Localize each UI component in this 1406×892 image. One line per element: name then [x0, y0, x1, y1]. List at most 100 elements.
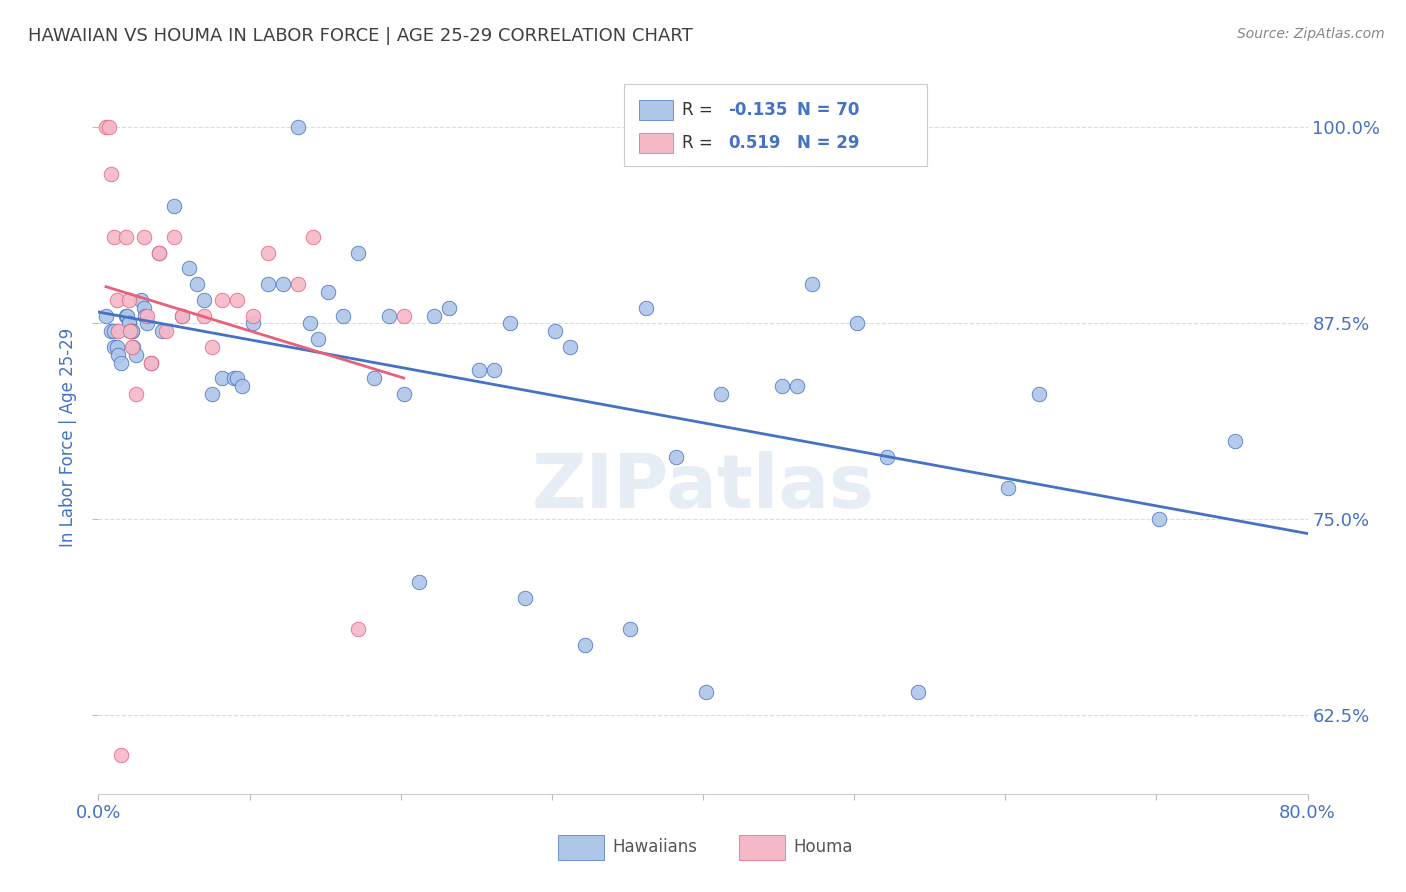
Point: [125, 348, 148, 362]
Point: [118, 293, 141, 307]
Point: [120, 324, 142, 338]
Point: [201, 340, 224, 354]
Point: [256, 245, 278, 260]
Point: [997, 481, 1019, 495]
Point: [150, 324, 173, 338]
Bar: [638, 100, 673, 120]
Point: [193, 293, 215, 307]
Point: [100, 167, 122, 181]
Point: [107, 348, 129, 362]
Point: [302, 230, 325, 244]
Point: [125, 387, 148, 401]
Point: [110, 355, 132, 369]
Point: [148, 245, 170, 260]
Point: [155, 324, 177, 338]
Point: [242, 309, 264, 323]
Point: [94, 309, 117, 323]
Bar: [740, 835, 785, 860]
Point: [695, 685, 717, 699]
Point: [114, 309, 136, 323]
Point: [226, 371, 249, 385]
Point: [121, 324, 143, 338]
Text: Houma: Houma: [794, 838, 853, 856]
Point: [332, 309, 354, 323]
Point: [271, 277, 294, 292]
Point: [363, 371, 385, 385]
Point: [193, 309, 215, 323]
Text: ZIPatlas: ZIPatlas: [531, 450, 875, 524]
Point: [242, 317, 264, 331]
Point: [619, 622, 641, 636]
Point: [148, 245, 170, 260]
Point: [114, 230, 136, 244]
Point: [287, 277, 309, 292]
Point: [558, 340, 581, 354]
Point: [224, 371, 246, 385]
Point: [513, 591, 536, 605]
Point: [122, 340, 145, 354]
Bar: [558, 835, 603, 860]
Point: [574, 638, 596, 652]
Point: [307, 332, 329, 346]
Point: [498, 317, 520, 331]
Point: [129, 293, 152, 307]
Point: [107, 324, 129, 338]
Y-axis label: In Labor Force | Age 25-29: In Labor Force | Age 25-29: [59, 327, 77, 547]
Point: [377, 309, 399, 323]
Point: [134, 309, 156, 323]
Point: [201, 387, 224, 401]
Point: [103, 230, 125, 244]
Point: [132, 301, 155, 315]
Bar: [638, 133, 673, 153]
Point: [710, 387, 733, 401]
Point: [437, 301, 460, 315]
Point: [118, 317, 141, 331]
Point: [120, 324, 142, 338]
Point: [94, 120, 117, 135]
Point: [347, 622, 370, 636]
Point: [800, 277, 823, 292]
Point: [118, 317, 141, 331]
Text: N = 70: N = 70: [797, 101, 859, 120]
Text: Source: ZipAtlas.com: Source: ZipAtlas.com: [1237, 27, 1385, 41]
Point: [135, 309, 157, 323]
Text: -0.135: -0.135: [728, 101, 787, 120]
Point: [163, 230, 186, 244]
Point: [1028, 387, 1050, 401]
Point: [907, 685, 929, 699]
Point: [484, 363, 506, 377]
Text: R =: R =: [682, 101, 718, 120]
Point: [115, 309, 138, 323]
Point: [226, 293, 249, 307]
Point: [423, 309, 446, 323]
Point: [98, 120, 121, 135]
Point: [100, 324, 122, 338]
Point: [316, 285, 339, 299]
Text: HAWAIIAN VS HOUMA IN LABOR FORCE | AGE 25-29 CORRELATION CHART: HAWAIIAN VS HOUMA IN LABOR FORCE | AGE 2…: [28, 27, 693, 45]
Point: [141, 355, 163, 369]
Text: N = 29: N = 29: [797, 134, 860, 152]
Point: [163, 199, 186, 213]
Point: [103, 324, 125, 338]
Point: [231, 379, 253, 393]
Point: [408, 575, 430, 590]
Point: [347, 245, 370, 260]
Point: [110, 747, 132, 762]
Point: [121, 340, 143, 354]
Text: Hawaiians: Hawaiians: [613, 838, 697, 856]
Point: [299, 317, 322, 331]
Text: 0.519: 0.519: [728, 134, 780, 152]
Point: [170, 309, 193, 323]
Point: [1149, 512, 1171, 526]
Point: [105, 293, 128, 307]
Point: [179, 261, 201, 276]
Point: [665, 450, 688, 464]
Point: [121, 324, 143, 338]
Point: [544, 324, 567, 338]
Point: [287, 120, 309, 135]
Point: [141, 355, 163, 369]
Point: [132, 230, 155, 244]
Point: [1223, 434, 1246, 448]
Point: [135, 317, 157, 331]
Point: [392, 309, 415, 323]
